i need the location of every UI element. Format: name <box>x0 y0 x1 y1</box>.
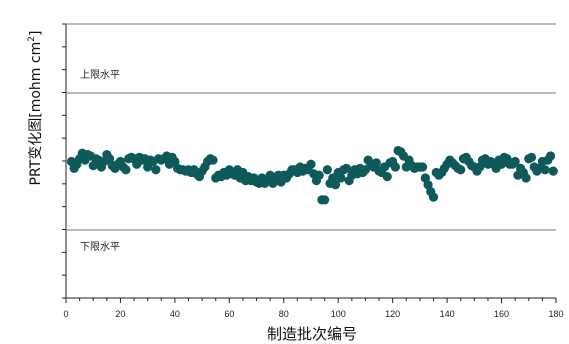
data-point <box>390 162 400 172</box>
x-tick-label: 0 <box>63 309 68 319</box>
data-points <box>66 145 558 205</box>
x-tick-label: 60 <box>224 309 234 319</box>
data-point <box>330 180 341 190</box>
x-tick-label: 140 <box>440 309 455 319</box>
data-point <box>418 162 428 172</box>
upper-limit-label: 上限水平 <box>80 69 120 81</box>
x-axis-label: 制造批次编号 <box>267 325 357 343</box>
data-point <box>121 165 131 175</box>
x-tick-label: 40 <box>170 309 180 319</box>
y-axis-label: PRT变化图[mohm cm2] <box>27 31 44 186</box>
data-point <box>320 195 330 205</box>
x-tick-label: 100 <box>331 309 346 319</box>
data-point <box>208 155 218 165</box>
data-point <box>322 165 332 175</box>
x-tick-label: 80 <box>279 309 289 319</box>
data-point <box>314 170 324 180</box>
data-point <box>456 165 466 175</box>
x-axis-ticks: 0 20 40 60 80 100 120 140 160 180 <box>63 298 564 319</box>
data-point <box>545 151 556 161</box>
data-point <box>521 173 531 183</box>
data-point <box>548 166 558 176</box>
y-axis-ticks <box>62 23 66 299</box>
x-tick-label: 120 <box>385 309 400 319</box>
y-axis-label-main: PRT变化图[mohm cm <box>28 42 44 186</box>
data-point <box>428 192 439 202</box>
x-tick-label: 160 <box>494 309 509 319</box>
data-point <box>341 163 351 173</box>
y-axis-label-superscript: 2 <box>27 36 37 42</box>
data-point <box>510 156 520 167</box>
data-point <box>540 165 550 175</box>
x-tick-label: 180 <box>548 309 563 319</box>
y-axis-label-tail: ] <box>28 31 44 36</box>
data-point <box>382 171 392 182</box>
data-point <box>336 173 346 183</box>
x-tick-label: 20 <box>115 309 125 319</box>
data-point <box>526 152 537 162</box>
data-point <box>306 159 316 169</box>
lower-limit-label: 下限水平 <box>80 241 120 253</box>
data-point <box>151 165 161 175</box>
data-point <box>371 158 381 168</box>
